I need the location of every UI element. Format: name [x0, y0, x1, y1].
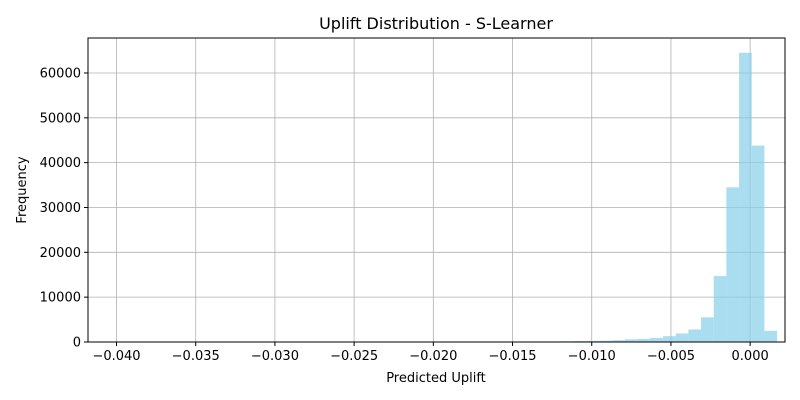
histogram-bar — [586, 340, 600, 342]
histogram-bar — [637, 338, 651, 342]
histogram-bar — [625, 339, 638, 342]
y-axis-label: Frequency — [15, 156, 30, 223]
histogram-bar — [726, 187, 740, 342]
x-tick-label: −0.020 — [409, 349, 457, 364]
histogram-bar — [713, 276, 727, 342]
histogram-bar — [663, 336, 676, 342]
histogram-bar — [764, 330, 778, 342]
histogram-bar — [688, 329, 702, 342]
x-tick-label: 0.000 — [732, 349, 769, 364]
y-tick-label: 30000 — [40, 201, 81, 216]
x-tick-label: −0.035 — [172, 349, 220, 364]
y-tick-label: 10000 — [40, 291, 81, 306]
x-tick-label: −0.015 — [488, 349, 536, 364]
x-axis-label: Predicted Uplift — [386, 371, 486, 386]
x-tick-label: −0.005 — [647, 349, 695, 364]
histogram-bar — [599, 340, 613, 342]
plot-frame — [87, 37, 786, 343]
histogram-bar — [650, 337, 664, 342]
histogram-bar — [751, 145, 765, 342]
y-tick-label: 60000 — [40, 66, 81, 81]
x-tick-label: −0.025 — [330, 349, 378, 364]
y-axis-ticks: 0 10000 20000 30000 40000 50000 60000 — [40, 66, 88, 351]
y-tick-label: 0 — [73, 336, 81, 351]
x-tick-label: −0.010 — [568, 349, 616, 364]
y-tick-label: 40000 — [40, 156, 81, 171]
histogram-bars — [118, 52, 778, 343]
y-tick-label: 20000 — [40, 246, 81, 261]
y-tick-label: 50000 — [40, 111, 81, 126]
chart-title: Uplift Distribution - S-Learner — [319, 14, 553, 33]
histogram-bar — [701, 317, 714, 342]
histogram-bar — [612, 340, 626, 342]
grid-lines — [88, 38, 785, 343]
x-tick-label: −0.040 — [92, 349, 140, 364]
x-axis-ticks: −0.040 −0.035 −0.030 −0.025 −0.020 −0.015 −0.0… — [92, 342, 769, 364]
histogram-bar — [739, 52, 752, 343]
histogram-bar — [675, 333, 689, 342]
x-tick-label: −0.030 — [251, 349, 299, 364]
